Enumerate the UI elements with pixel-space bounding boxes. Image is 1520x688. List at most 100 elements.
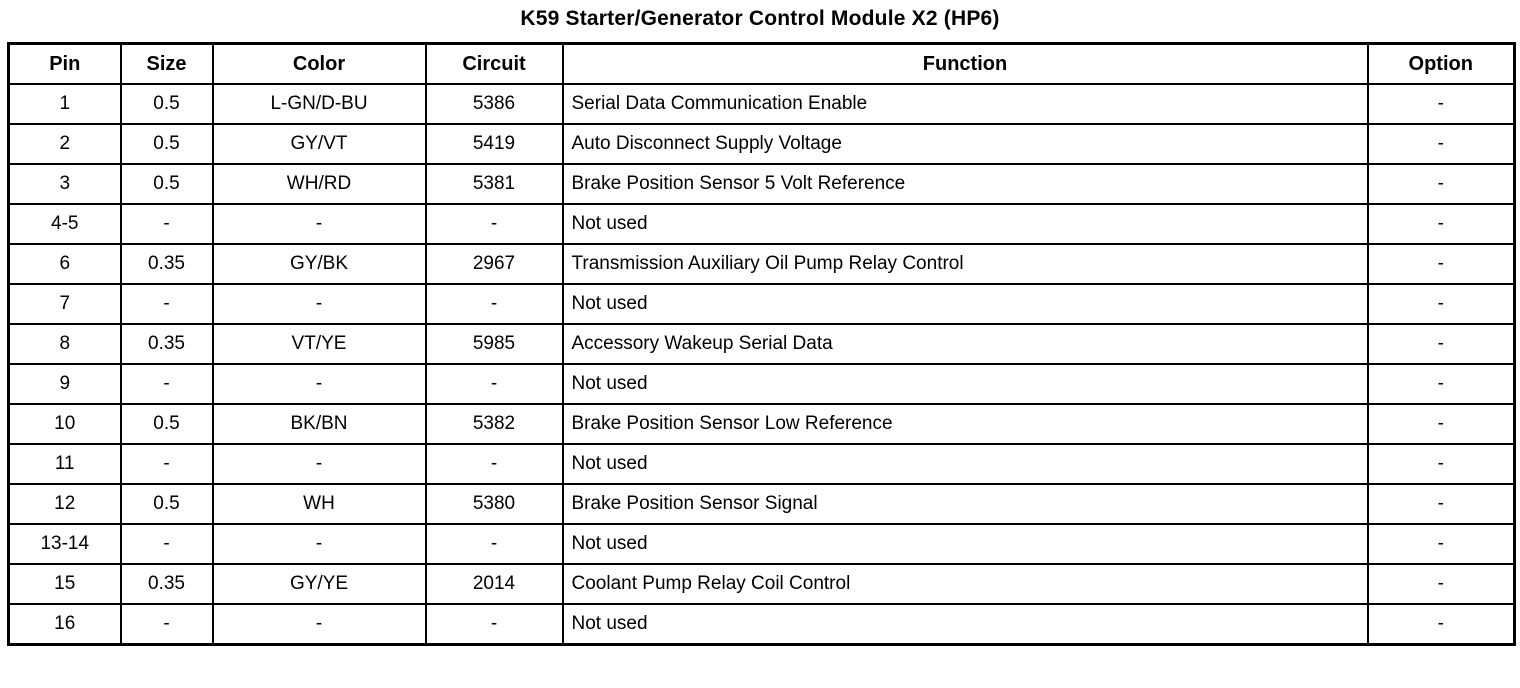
cell-circuit: - [424,283,564,325]
cell-option: - [1366,243,1516,285]
cell-function: Coolant Pump Relay Coil Control [561,563,1369,605]
cell-color: - [211,443,427,485]
cell-option: - [1366,483,1516,525]
cell-function: Not used [561,283,1369,325]
cell-color: GY/YE [211,563,427,605]
pinout-table: Pin Size Color Circuit Function Option 1… [7,42,1516,646]
table-row: 8 0.35 VT/YE 5985 Accessory Wakeup Serial Da… [7,323,1516,365]
cell-size: - [119,443,214,485]
cell-circuit: - [424,443,564,485]
cell-option: - [1366,83,1516,125]
column-header-function: Function [561,42,1369,85]
cell-option: - [1366,323,1516,365]
cell-option: - [1366,283,1516,325]
column-header-color: Color [211,42,427,85]
cell-size: 0.35 [119,563,214,605]
cell-circuit: 5381 [424,163,564,205]
cell-option: - [1366,123,1516,165]
cell-option: - [1366,203,1516,245]
cell-pin: 9 [7,363,122,405]
cell-color: WH/RD [211,163,427,205]
cell-option: - [1366,403,1516,445]
cell-function: Serial Data Communication Enable [561,83,1369,125]
cell-color: - [211,203,427,245]
cell-circuit: 5419 [424,123,564,165]
cell-color: - [211,283,427,325]
cell-size: 0.5 [119,483,214,525]
cell-circuit: 5985 [424,323,564,365]
cell-color: BK/BN [211,403,427,445]
cell-size: 0.5 [119,83,214,125]
cell-function: Not used [561,603,1369,646]
table-row: 3 0.5 WH/RD 5381 Brake Position Sensor 5 Vol… [7,163,1516,205]
cell-pin: 15 [7,563,122,605]
cell-size: 0.35 [119,323,214,365]
cell-size: - [119,203,214,245]
table-row: 13-14- - - Not used - [7,523,1516,565]
cell-circuit: 5380 [424,483,564,525]
cell-function: Not used [561,363,1369,405]
cell-color: - [211,523,427,565]
pinout-table-body: 1 0.5 L-GN/D-BU 5386 Serial Data Communicati… [7,83,1516,646]
cell-pin: 1 [7,83,122,125]
header-row: Pin Size Color Circuit Function Option [7,42,1516,85]
cell-option: - [1366,563,1516,605]
cell-size: - [119,523,214,565]
cell-function: Transmission Auxiliary Oil Pump Relay Co… [561,243,1369,285]
cell-pin: 12 [7,483,122,525]
cell-function: Not used [561,523,1369,565]
cell-circuit: 2014 [424,563,564,605]
cell-pin: 6 [7,243,122,285]
cell-pin: 10 [7,403,122,445]
cell-function: Accessory Wakeup Serial Data [561,323,1369,365]
table-row: 1 0.5 L-GN/D-BU 5386 Serial Data Communicati… [7,83,1516,125]
cell-function: Not used [561,203,1369,245]
cell-circuit: - [424,363,564,405]
cell-color: GY/BK [211,243,427,285]
cell-circuit: - [424,523,564,565]
table-row: 4-5- - - Not used - [7,203,1516,245]
cell-circuit: 5382 [424,403,564,445]
column-header-circuit: Circuit [424,42,564,85]
cell-size: - [119,363,214,405]
cell-option: - [1366,163,1516,205]
cell-circuit: - [424,603,564,646]
pinout-table-header: Pin Size Color Circuit Function Option [7,42,1516,85]
cell-pin: 13-14 [7,523,122,565]
cell-pin: 2 [7,123,122,165]
cell-option: - [1366,363,1516,405]
table-row: 6 0.35 GY/BK 2967 Transmission Auxiliary Oil… [7,243,1516,285]
cell-option: - [1366,443,1516,485]
cell-size: - [119,603,214,646]
cell-pin: 3 [7,163,122,205]
cell-size: 0.35 [119,243,214,285]
cell-color: GY/VT [211,123,427,165]
page-title: K59 Starter/Generator Control Module X2 … [520,7,1000,30]
table-row: 15 0.35 GY/YE 2014 Coolant Pump Relay Coil C… [7,563,1516,605]
cell-color: - [211,603,427,646]
cell-circuit: 2967 [424,243,564,285]
column-header-pin: Pin [7,42,122,85]
cell-option: - [1366,603,1516,646]
cell-size: - [119,283,214,325]
cell-pin: 7 [7,283,122,325]
column-header-option: Option [1366,42,1516,85]
cell-size: 0.5 [119,403,214,445]
cell-pin: 4-5 [7,203,122,245]
cell-function: Brake Position Sensor Signal [561,483,1369,525]
cell-function: Auto Disconnect Supply Voltage [561,123,1369,165]
cell-color: - [211,363,427,405]
cell-function: Brake Position Sensor 5 Volt Reference [561,163,1369,205]
column-header-size: Size [119,42,214,85]
cell-function: Not used [561,443,1369,485]
cell-function: Brake Position Sensor Low Reference [561,403,1369,445]
table-row: 12 0.5 WH 5380 Brake Position Sensor Signal - [7,483,1516,525]
table-row: 7- - - Not used - [7,283,1516,325]
cell-pin: 8 [7,323,122,365]
table-row: 2 0.5 GY/VT 5419 Auto Disconnect Supply Volt… [7,123,1516,165]
table-row: 10 0.5 BK/BN 5382 Brake Position Sensor Low … [7,403,1516,445]
cell-pin: 11 [7,443,122,485]
cell-size: 0.5 [119,163,214,205]
cell-color: L-GN/D-BU [211,83,427,125]
